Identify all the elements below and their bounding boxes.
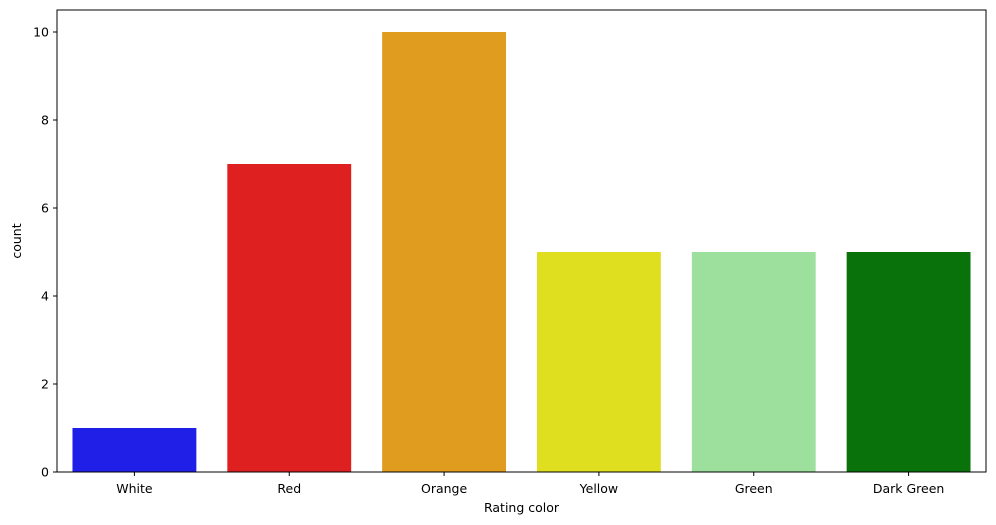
x-tick-label: Green <box>735 481 773 496</box>
x-axis-label: Rating color <box>484 500 560 515</box>
x-tick-label: Yellow <box>579 481 618 496</box>
bar-white <box>72 428 197 472</box>
y-axis-label: count <box>9 223 24 258</box>
y-tick-label: 4 <box>41 289 49 304</box>
bar-green <box>691 252 816 472</box>
y-tick-label: 0 <box>41 465 49 480</box>
bar-yellow <box>536 252 661 472</box>
bar-dark-green <box>846 252 971 472</box>
x-axis-ticks: White Red Orange Yellow Green Dark Green <box>116 472 944 496</box>
x-tick-label: White <box>116 481 153 496</box>
y-axis-ticks: 0 2 4 6 8 10 <box>33 25 57 480</box>
x-tick-label: Dark Green <box>873 481 945 496</box>
plot-frame <box>56 9 987 473</box>
y-tick-label: 8 <box>41 113 49 128</box>
y-tick-label: 10 <box>33 25 49 40</box>
plot-area <box>57 10 986 472</box>
bars-group <box>72 32 971 472</box>
y-tick-label: 6 <box>41 201 49 216</box>
x-tick-label: Red <box>277 481 301 496</box>
x-tick-label: Orange <box>421 481 467 496</box>
bar-red <box>227 164 352 472</box>
y-tick-label: 2 <box>41 377 49 392</box>
bar-orange <box>382 32 507 472</box>
